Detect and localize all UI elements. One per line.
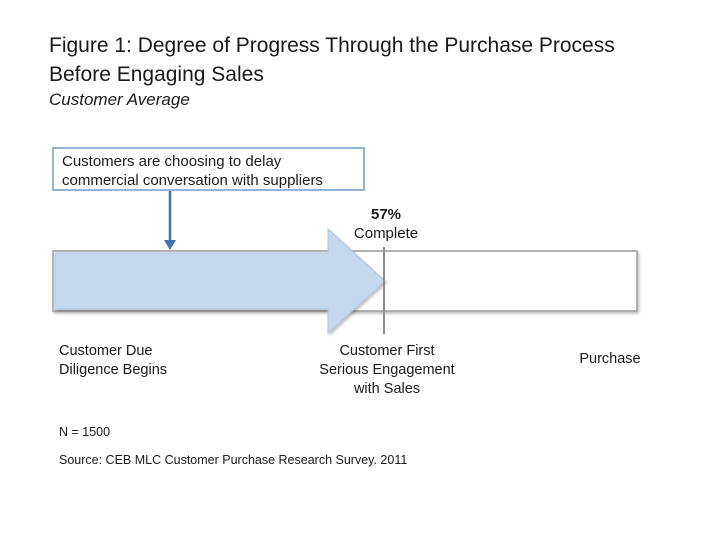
- figure-title-line-1: Figure 1: Degree of Progress Through the…: [49, 34, 615, 57]
- progress-percent: 57%: [370, 206, 402, 223]
- milestone-mid-line-2: Serious Engagement: [319, 362, 455, 378]
- progress-arrow-shape: [54, 227, 386, 335]
- figure-title-line-2: Before Engaging Sales: [49, 63, 264, 86]
- callout-text-line-2: commercial conversation with suppliers: [62, 172, 323, 189]
- milestone-start-line-2: Diligence Begins: [59, 362, 168, 378]
- progress-complete-word: Complete: [353, 225, 419, 242]
- milestone-start-line-1: Customer Due: [59, 343, 153, 359]
- milestone-mid-line-1: Customer First: [339, 343, 435, 359]
- milestone-label-end: Purchase: [579, 351, 641, 367]
- figure-subtitle: Customer Average: [49, 90, 190, 109]
- milestone-label-mid: Customer First Serious Engagement with S…: [308, 342, 466, 399]
- source-note: Source: CEB MLC Customer Purchase Resear…: [59, 453, 408, 467]
- figure-title: Figure 1: Degree of Progress Through the…: [49, 31, 615, 89]
- callout-box: Customers are choosing to delay commerci…: [52, 147, 365, 191]
- callout-connector-arrowhead-icon: [164, 240, 176, 250]
- milestone-mid-line-3: with Sales: [353, 381, 421, 397]
- sample-size-note: N = 1500: [59, 425, 111, 439]
- milestone-label-start: Customer Due Diligence Begins: [59, 342, 167, 380]
- progress-value-label: 57% Complete: [340, 205, 432, 243]
- callout-text-line-1: Customers are choosing to delay: [62, 153, 282, 170]
